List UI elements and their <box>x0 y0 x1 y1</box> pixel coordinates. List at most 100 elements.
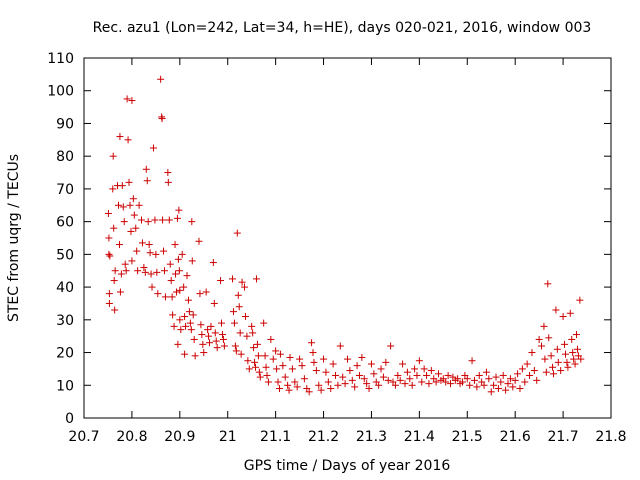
data-point-201 <box>391 381 399 389</box>
data-point-234 <box>470 376 478 384</box>
data-point-6 <box>109 185 117 193</box>
data-point-127 <box>243 332 251 340</box>
y-tick-label-6: 60 <box>56 215 74 231</box>
data-point-145 <box>267 335 275 343</box>
data-point-248 <box>504 380 512 388</box>
data-point-103 <box>207 322 215 330</box>
data-point-263 <box>540 322 548 330</box>
data-point-50 <box>153 268 161 276</box>
data-point-140 <box>260 319 268 327</box>
x-tick-label-7: 21.4 <box>404 429 435 445</box>
data-point-139 <box>256 373 264 381</box>
data-point-62 <box>166 260 174 268</box>
data-point-176 <box>332 371 340 379</box>
data-point-52 <box>157 75 165 83</box>
data-point-21 <box>121 260 129 268</box>
data-point-211 <box>415 357 423 365</box>
data-point-143 <box>263 371 271 379</box>
data-point-149 <box>274 378 282 386</box>
data-point-46 <box>148 283 156 291</box>
data-point-278 <box>563 358 571 366</box>
data-point-16 <box>117 270 125 278</box>
data-point-249 <box>506 375 514 383</box>
data-point-150 <box>275 385 283 393</box>
data-point-239 <box>482 368 490 376</box>
data-point-68 <box>172 270 180 278</box>
data-point-272 <box>553 345 561 353</box>
data-point-91 <box>190 335 198 343</box>
data-point-13 <box>114 201 122 209</box>
data-point-194 <box>375 381 383 389</box>
data-point-258 <box>528 349 536 357</box>
data-point-47 <box>149 144 157 152</box>
data-point-262 <box>538 342 546 350</box>
data-point-235 <box>473 383 481 391</box>
data-point-192 <box>370 370 378 378</box>
data-point-26 <box>126 201 134 209</box>
x-tick-label-0: 20.7 <box>68 429 99 445</box>
data-point-236 <box>475 371 483 379</box>
data-point-124 <box>238 278 246 286</box>
data-point-273 <box>554 358 562 366</box>
data-point-183 <box>348 376 356 384</box>
data-point-117 <box>231 342 239 350</box>
x-tick-label-10: 21.7 <box>548 429 579 445</box>
data-point-83 <box>183 272 191 280</box>
data-point-251 <box>511 376 519 384</box>
data-point-19 <box>119 203 127 211</box>
data-point-288 <box>576 296 584 304</box>
data-point-257 <box>526 371 534 379</box>
x-tick-label-4: 21.1 <box>260 429 291 445</box>
data-point-90 <box>189 311 197 319</box>
data-point-40 <box>142 165 150 173</box>
data-point-23 <box>123 95 131 103</box>
data-point-191 <box>367 360 375 368</box>
data-point-59 <box>164 169 172 177</box>
data-point-281 <box>568 335 576 343</box>
data-point-121 <box>235 303 243 311</box>
data-point-245 <box>497 378 505 386</box>
data-point-241 <box>487 388 495 396</box>
data-point-102 <box>206 339 214 347</box>
y-tick-label-10: 100 <box>47 84 74 100</box>
data-point-27 <box>127 227 135 235</box>
data-point-43 <box>145 241 153 249</box>
data-point-11 <box>111 267 119 275</box>
x-tick-label-2: 20.9 <box>164 429 195 445</box>
data-point-31 <box>130 211 138 219</box>
data-point-276 <box>561 340 569 348</box>
data-point-14 <box>115 241 123 249</box>
data-point-164 <box>305 388 313 396</box>
data-point-219 <box>435 370 443 378</box>
data-point-247 <box>502 386 510 394</box>
data-point-107 <box>212 337 220 345</box>
data-point-256 <box>523 360 531 368</box>
data-point-15 <box>116 288 124 296</box>
data-point-156 <box>286 353 294 361</box>
data-point-233 <box>468 357 476 365</box>
data-point-215 <box>425 380 433 388</box>
data-point-266 <box>544 280 552 288</box>
data-point-162 <box>300 375 308 383</box>
data-point-130 <box>248 322 256 330</box>
data-point-74 <box>176 316 184 324</box>
data-point-33 <box>133 247 141 255</box>
data-point-85 <box>185 308 193 316</box>
x-tick-label-3: 21 <box>219 429 237 445</box>
data-point-109 <box>217 277 225 285</box>
data-point-111 <box>218 331 226 339</box>
data-point-69 <box>172 288 180 296</box>
data-point-58 <box>161 293 169 301</box>
data-point-244 <box>494 385 502 393</box>
data-point-1 <box>105 234 113 242</box>
data-point-118 <box>232 347 240 355</box>
data-point-254 <box>518 365 526 373</box>
data-point-42 <box>144 218 152 226</box>
data-point-142 <box>262 363 270 371</box>
data-point-282 <box>569 349 577 357</box>
data-point-99 <box>202 288 210 296</box>
data-point-227 <box>454 375 462 383</box>
data-point-175 <box>329 360 337 368</box>
data-point-18 <box>118 182 126 190</box>
data-point-252 <box>514 370 522 378</box>
